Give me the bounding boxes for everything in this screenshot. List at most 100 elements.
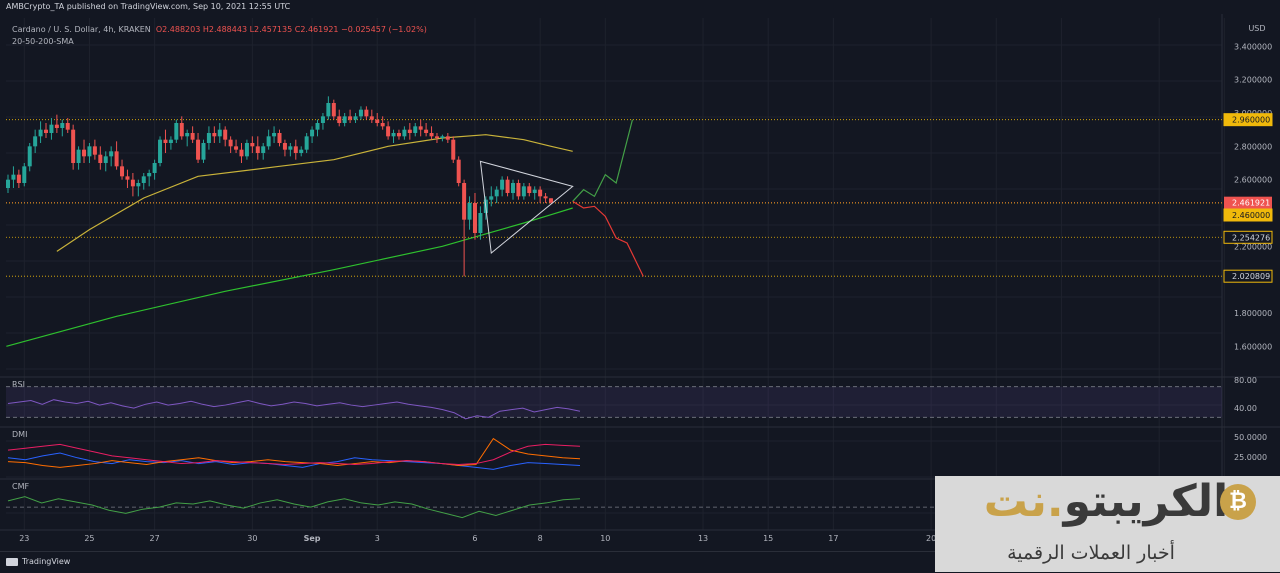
candle-body [494,189,499,197]
candle-body [288,146,293,150]
candle-body [364,109,369,117]
candle-body [505,179,510,193]
candle-body [11,174,16,180]
symbol-title[interactable]: Cardano / U. S. Dollar, 4h, KRAKEN [12,25,151,34]
candle-body [44,129,49,133]
y-tick-label: 3.400000 [1234,42,1272,51]
candle-body [33,136,38,147]
candle-body [315,123,320,130]
candle-body [152,163,157,173]
candle-body [543,196,548,199]
candle-body [27,146,32,167]
candle-body [98,154,103,163]
candle-body [342,116,347,123]
candle-body [206,133,211,143]
candle-body [223,129,228,140]
level-label: 2.460000 [1232,211,1270,220]
candle-body [451,139,456,160]
candle-body [521,186,526,197]
x-tick-label: 6 [472,534,477,543]
candle-body [445,136,450,140]
candle-body [60,123,65,128]
candle-body [353,116,358,120]
candle-body [369,116,374,120]
candle-body [141,176,146,183]
candle-body [348,116,353,120]
candle-body [467,203,472,220]
y-tick-label: 2.200000 [1234,242,1272,251]
candle-body [424,129,429,133]
y-tick-label: 1.600000 [1234,342,1272,351]
candle-body [130,179,135,187]
tradingview-label: TradingView [22,557,71,566]
bullish-projection-path [572,119,634,202]
y-tick-label: 2.600000 [1234,176,1272,185]
candle-body [38,129,43,137]
indicator-label[interactable]: 20-50-200-SMA [12,37,74,46]
candle-body [239,149,244,157]
x-tick-label: 13 [698,534,708,543]
price-chart[interactable]: USD3.4000003.2000003.0000002.8000002.600… [0,0,1280,551]
ohlc-values: O2.488203 H2.488443 L2.457135 C2.461921 … [155,25,427,34]
candle-body [434,136,439,138]
candle-body [196,139,201,160]
level-label-box [1223,208,1273,222]
candle-body [261,146,266,153]
candle-body [299,149,304,153]
x-tick-label: Sep [304,534,321,543]
candle-body [282,143,287,150]
x-tick-label: 3 [375,534,380,543]
candle-body [407,129,412,133]
tradingview-logo[interactable]: TradingView [6,557,70,566]
candle-body [510,183,515,193]
candle-body [489,196,494,200]
y-tick-label: 2.800000 [1234,142,1272,151]
candle-body [201,143,206,160]
pane-label: CMF [12,482,29,491]
candle-body [103,156,108,163]
candle-body [516,183,521,197]
candle-body [76,149,81,163]
bitcoin-icon: ₿ [1220,484,1256,520]
bearish-projection-path [572,200,644,277]
candle-body [478,213,483,233]
candle-body [293,146,298,153]
candle-body [358,109,363,117]
candle-body [136,183,141,187]
candle-body [391,133,396,137]
axis-unit-label: USD [1248,24,1265,33]
level-label-box [1223,230,1273,244]
candle-body [147,173,152,177]
candle-body [234,146,239,150]
candle-body [462,183,467,220]
candle-body [244,143,249,157]
candle-body [310,129,315,137]
candle-body [190,133,195,140]
x-tick-label: 15 [763,534,773,543]
candle-body [304,136,309,150]
candle-body [532,189,537,193]
pane-tick-label: 25.0000 [1234,453,1267,462]
pane-tick-label: 80.00 [1234,376,1257,385]
candle-body [255,146,260,153]
candle-body [549,198,553,203]
site-watermark: الكريبتو.نت أخبار العملات الرقمية ₿ [935,476,1280,572]
candle-body [16,174,21,183]
candle-body [212,133,217,137]
candle-body [320,116,325,123]
candle-body [527,186,532,193]
candle-body [250,143,255,147]
candle-body [54,124,59,128]
candle-body [472,203,477,233]
candle-body [125,176,130,180]
y-tick-label: 3.200000 [1234,76,1272,85]
candle-body [413,126,418,133]
y-tick-label: 1.800000 [1234,309,1272,318]
publisher-bar: AMBCrypto_TA published on TradingView.co… [0,0,1280,14]
candle-body [158,139,163,163]
triangle-pattern [479,160,574,254]
candle-body [65,123,70,130]
last-price-label: 2.461921 [1232,199,1270,208]
candle-body [120,166,125,177]
candle-body [109,151,114,157]
